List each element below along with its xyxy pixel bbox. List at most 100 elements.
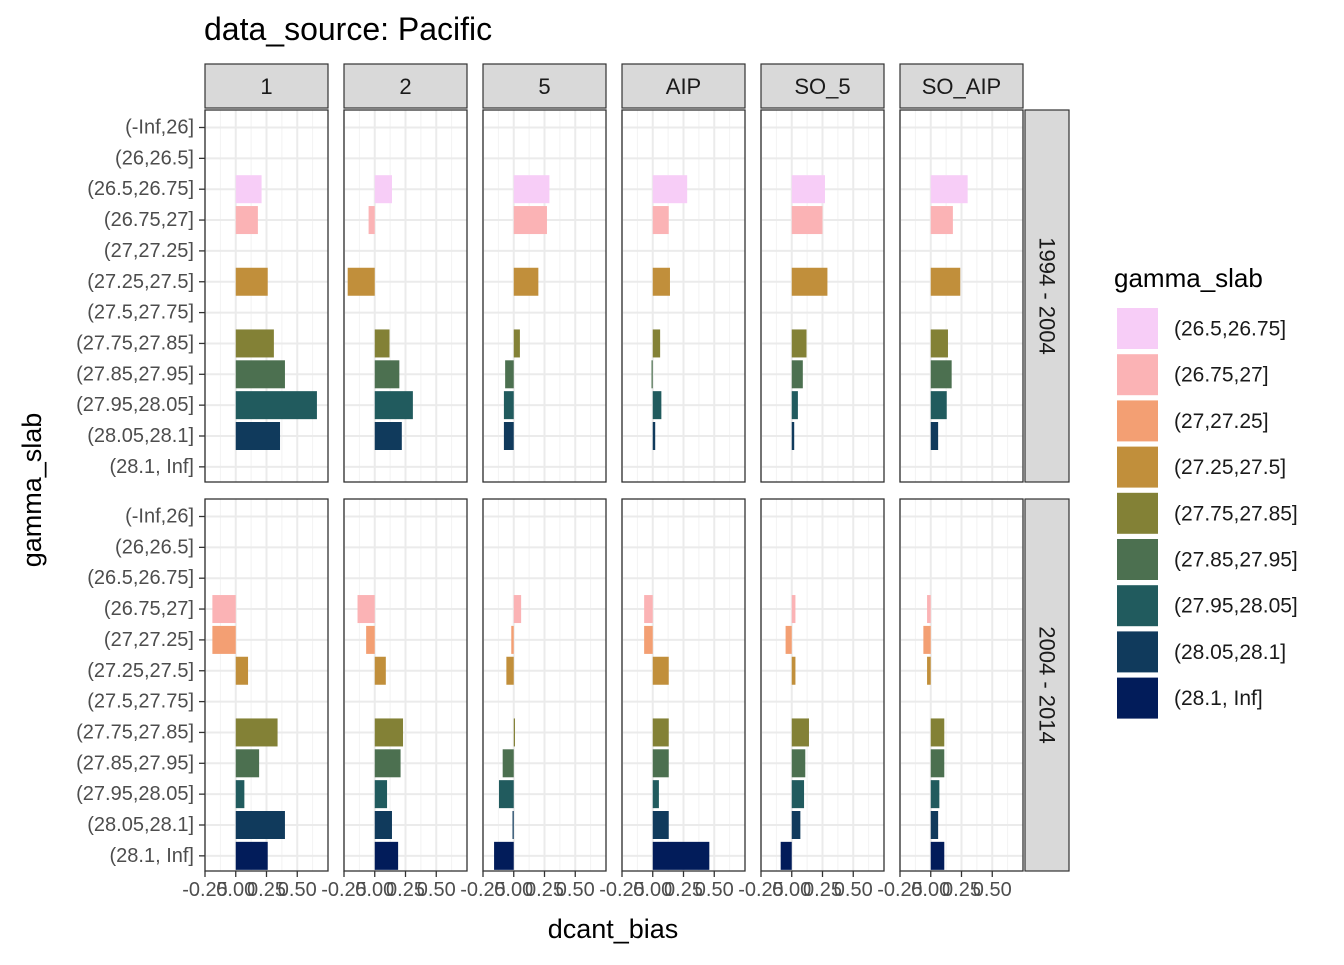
- panels-layer: 1 2 5 AIP SO_5 SO_AIP 1994 - 2004 2004 - 2014 (-…: [76, 63, 1070, 901]
- bar-1994-2004-2-26-75-27: [368, 206, 375, 235]
- y-tick-label-28-1-inf: (28.1, Inf]: [110, 845, 195, 867]
- y-tick-label-26-5-26-75: (26.5,26.75]: [87, 567, 194, 589]
- bar-1994-2004-aip-27-25-27-5: [652, 267, 670, 296]
- row-strip-label-2004-2014: 2004 - 2014: [1035, 626, 1060, 743]
- bar-1994-2004-1-27-85-27-95: [235, 360, 285, 389]
- bar-2004-2014-1-27-85-27-95: [235, 749, 260, 778]
- panel-border: [482, 109, 607, 483]
- bar-2004-2014-2-28-1-inf: [374, 841, 399, 870]
- bar-1994-2004-aip-26-75-27: [652, 206, 669, 235]
- y-tick-label-27-27-25: (27,27.25]: [104, 629, 194, 651]
- col-strip-label-2: 2: [399, 74, 411, 99]
- panel-1994-2004-1: [204, 109, 329, 483]
- bar-2004-2014-5-27-27-25: [511, 625, 514, 654]
- legend-label-28-1-inf: (28.1, Inf]: [1174, 687, 1263, 710]
- bar-2004-2014-so-5-27-75-27-85: [791, 718, 809, 747]
- y-tick-label-26-26-5: (26,26.5]: [115, 536, 194, 558]
- col-strip-2: [343, 63, 468, 109]
- bar-2004-2014-aip-28-1-inf: [652, 841, 710, 870]
- panel-border: [899, 109, 1024, 483]
- legend-key-27-75-27-85: [1117, 492, 1158, 534]
- bar-1994-2004-aip-27-95-28-05: [652, 391, 662, 420]
- x-tick-label-0-50: 0.50: [556, 879, 595, 901]
- panel-border: [204, 109, 329, 483]
- legend-label-27-85-27-95: (27.85,27.95]: [1174, 549, 1298, 572]
- bar-2004-2014-1-27-95-28-05: [235, 780, 245, 809]
- legend-label-26-75-27: (26.75,27]: [1174, 364, 1269, 387]
- bar-1994-2004-2-27-25-27-5: [347, 267, 375, 296]
- col-strip-label-aip: AIP: [666, 74, 701, 99]
- bar-2004-2014-so-aip-28-1-inf: [930, 841, 945, 870]
- bar-1994-2004-so-aip-27-95-28-05: [930, 391, 947, 420]
- panel-1994-2004-aip: [621, 109, 746, 483]
- bar-1994-2004-5-27-75-27-85: [513, 329, 520, 358]
- bar-1994-2004-so-5-27-25-27-5: [791, 267, 828, 296]
- legend-key-28-1-inf: [1117, 677, 1158, 719]
- bar-2004-2014-1-26-75-27: [212, 595, 236, 624]
- bar-1994-2004-so-aip-26-5-26-75: [930, 175, 968, 204]
- bar-1994-2004-so-5-27-95-28-05: [791, 391, 798, 420]
- y-tick-label-27-85-27-95: (27.85,27.95]: [76, 363, 194, 385]
- x-tick-label-0-25: 0.25: [664, 879, 703, 901]
- bar-2004-2014-1-28-1-inf: [235, 841, 268, 870]
- panel-1994-2004-so-aip: [899, 109, 1024, 483]
- x-tick-label-0-25: 0.25: [942, 879, 981, 901]
- row-strip-label-1994-2004: 1994 - 2004: [1035, 237, 1060, 354]
- bar-2004-2014-so-5-27-85-27-95: [791, 749, 806, 778]
- legend-label-27-25-27-5: (27.25,27.5]: [1174, 456, 1286, 479]
- bar-1994-2004-so-5-27-75-27-85: [791, 329, 807, 358]
- bar-2004-2014-so-5-27-27-25: [785, 625, 792, 654]
- legend-key-28-05-28-1: [1117, 631, 1158, 673]
- panel-2004-2014-5: [482, 498, 607, 872]
- bar-1994-2004-so-5-26-75-27: [791, 206, 823, 235]
- panel-border: [621, 109, 746, 483]
- y-tick-label-26-75-27: (26.75,27]: [104, 209, 194, 231]
- row-strip-2004-2014: [1024, 498, 1070, 872]
- legend-key-27-25-27-5: [1117, 446, 1158, 488]
- y-tick-label-27-5-27-75: (27.5,27.75]: [87, 691, 194, 713]
- panel-2004-2014-so-5: [760, 498, 885, 872]
- x-axis-title: dcant_bias: [548, 914, 679, 944]
- x-tick-label-0-00: 0.00: [633, 879, 672, 901]
- panel-2004-2014-aip: [621, 498, 746, 872]
- x-tick-label-0-50: 0.50: [417, 879, 456, 901]
- bar-1994-2004-1-27-25-27-5: [235, 267, 268, 296]
- legend: gamma_slab (26.5,26.75] (26.75,27] (27,27.…: [1114, 263, 1298, 719]
- bar-2004-2014-so-aip-28-05-28-1: [930, 811, 939, 839]
- y-tick-label-27-5-27-75: (27.5,27.75]: [87, 302, 194, 324]
- bar-1994-2004-so-5-28-05-28-1: [791, 422, 795, 450]
- x-tick-label-0-00: 0.00: [911, 879, 950, 901]
- bar-2004-2014-2-28-05-28-1: [374, 811, 392, 839]
- x-tick-label-0-25: -0.25: [738, 879, 784, 901]
- y-tick-label-27-95-28-05: (27.95,28.05]: [76, 783, 194, 805]
- bar-1994-2004-2-27-95-28-05: [374, 391, 413, 420]
- y-tick-label-27-75-27-85: (27.75,27.85]: [76, 721, 194, 743]
- legend-label-27-27-25: (27,27.25]: [1174, 410, 1269, 433]
- y-tick-label-26-75-27: (26.75,27]: [104, 598, 194, 620]
- bar-1994-2004-1-26-5-26-75: [235, 175, 262, 204]
- bar-2004-2014-aip-26-75-27: [644, 595, 653, 624]
- col-strip-label-so-aip: SO_AIP: [922, 74, 1001, 99]
- bar-2004-2014-2-27-27-25: [366, 625, 375, 654]
- bar-2004-2014-so-aip-27-27-25: [923, 625, 931, 654]
- bar-2004-2014-aip-28-05-28-1: [652, 811, 669, 839]
- bar-1994-2004-so-aip-27-85-27-95: [930, 360, 952, 389]
- bar-1994-2004-1-26-75-27: [235, 206, 258, 235]
- bar-2004-2014-so-aip-27-95-28-05: [930, 780, 940, 809]
- x-tick-label-0-25: -0.25: [321, 879, 367, 901]
- x-tick-label-0-00: 0.00: [772, 879, 811, 901]
- bar-1994-2004-5-26-75-27: [513, 206, 547, 235]
- bar-2004-2014-so-5-26-75-27: [791, 595, 796, 624]
- bar-1994-2004-so-5-27-85-27-95: [791, 360, 803, 389]
- bar-1994-2004-2-28-05-28-1: [374, 422, 402, 450]
- bar-2004-2014-5-27-75-27-85: [513, 718, 515, 747]
- bar-1994-2004-2-26-5-26-75: [374, 175, 392, 204]
- x-tick-label-0-00: 0.00: [494, 879, 533, 901]
- row-strip-1994-2004: [1024, 109, 1070, 483]
- legend-label-28-05-28-1: (28.05,28.1]: [1174, 641, 1286, 664]
- bar-1994-2004-so-aip-26-75-27: [930, 206, 953, 235]
- x-tick-label-0-25: 0.25: [803, 879, 842, 901]
- x-tick-label-0-25: -0.25: [877, 879, 923, 901]
